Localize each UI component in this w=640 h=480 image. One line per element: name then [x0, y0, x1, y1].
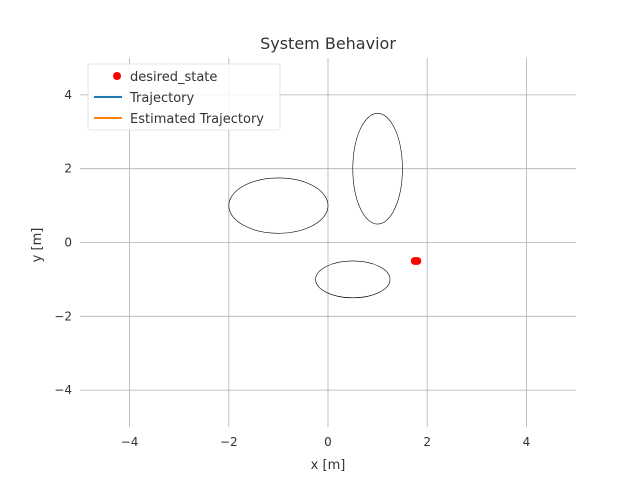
legend-label-trajectory: Trajectory	[129, 91, 194, 106]
x-axis-label: x [m]	[311, 458, 346, 473]
legend-box	[87, 63, 281, 131]
x-tick-label: −4	[121, 435, 139, 449]
obstacle-ellipses	[228, 113, 403, 299]
y-tick-label: −2	[54, 309, 72, 323]
x-tick-label: 4	[523, 435, 531, 449]
y-tick-labels: −4 −2 0 2 4	[54, 88, 72, 397]
y-tick-label: 4	[64, 88, 72, 102]
y-tick-label: −4	[54, 383, 72, 397]
x-tick-label: 0	[324, 435, 332, 449]
legend: desired_state Trajectory Estimated Traje…	[87, 63, 281, 131]
legend-label-estimated-trajectory: Estimated Trajectory	[130, 112, 264, 127]
x-tick-label: 2	[423, 435, 431, 449]
obstacle-ellipse	[228, 177, 329, 234]
x-tick-label: −2	[220, 435, 238, 449]
y-tick-label: 2	[64, 162, 72, 176]
legend-marker-desired-state	[113, 72, 121, 80]
obstacle-ellipse	[315, 260, 391, 299]
desired-state-point	[413, 256, 422, 265]
desired-state-points	[410, 256, 422, 265]
x-tick-labels: −4 −2 0 2 4	[121, 435, 530, 449]
y-axis-label: y [m]	[30, 228, 45, 263]
legend-label-desired-state: desired_state	[130, 70, 217, 85]
chart-title: System Behavior	[260, 34, 396, 53]
obstacle-ellipse	[352, 113, 403, 225]
y-tick-label: 0	[64, 236, 72, 250]
